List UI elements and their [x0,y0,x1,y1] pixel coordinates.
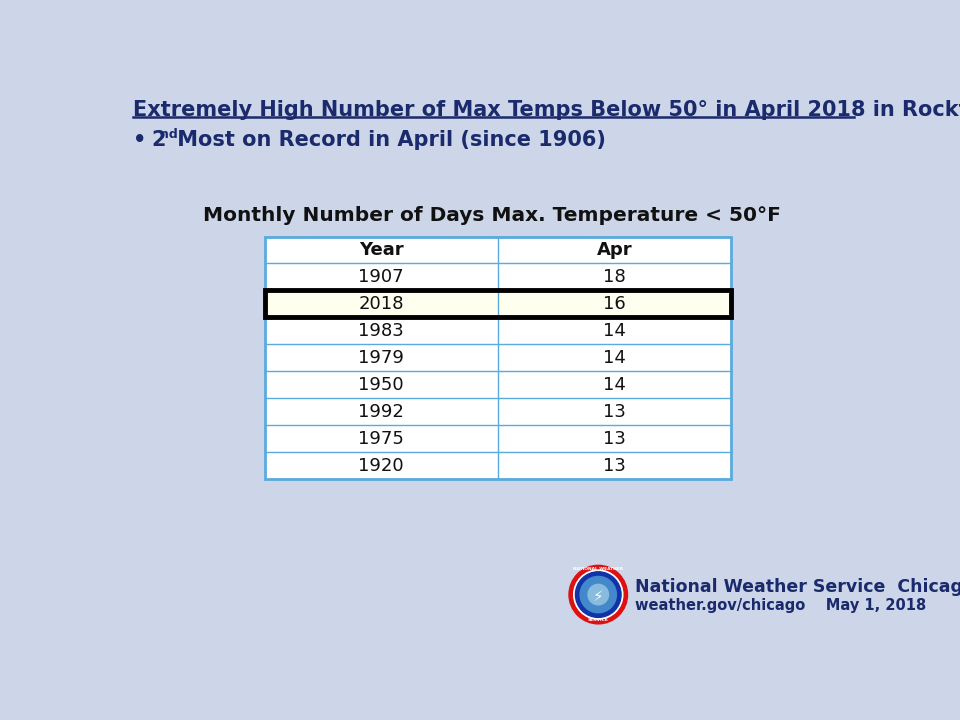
Text: Most on Record in April (since 1906): Most on Record in April (since 1906) [170,130,606,150]
Bar [265,290,731,318]
Text: Year: Year [359,241,403,259]
Text: 1979: 1979 [358,348,404,366]
Circle shape [574,570,623,619]
Text: 16: 16 [603,295,626,313]
Text: Extremely High Number of Max Temps Below 50° in April 2018 in Rockford: Extremely High Number of Max Temps Below… [133,100,960,120]
Bar [265,237,731,479]
Text: 14: 14 [603,322,626,340]
Text: 14: 14 [603,348,626,366]
Text: 1950: 1950 [358,376,404,394]
Text: 13: 13 [603,456,626,474]
Text: 13: 13 [603,430,626,448]
Text: SERVICE: SERVICE [588,618,609,622]
Text: National Weather Service  Chicago: National Weather Service Chicago [636,578,960,596]
Bar [265,237,731,479]
Text: Apr: Apr [596,241,632,259]
Text: 1907: 1907 [358,268,404,286]
Circle shape [588,585,609,605]
Circle shape [580,577,616,613]
Text: 1983: 1983 [358,322,404,340]
Text: 2018: 2018 [359,295,404,313]
Text: •: • [133,130,147,150]
Bar [265,290,731,318]
Text: NATIONAL WEATHER: NATIONAL WEATHER [573,567,623,571]
Circle shape [569,565,628,624]
Text: 2: 2 [152,130,166,150]
Text: 1975: 1975 [358,430,404,448]
Text: 1992: 1992 [358,402,404,420]
Text: Monthly Number of Days Max. Temperature < 50°F: Monthly Number of Days Max. Temperature … [204,206,780,225]
Text: 13: 13 [603,402,626,420]
Text: ⚡: ⚡ [593,589,604,603]
Text: 1920: 1920 [358,456,404,474]
Text: weather.gov/chicago    May 1, 2018: weather.gov/chicago May 1, 2018 [636,598,926,613]
Text: nd: nd [160,128,178,141]
Text: 18: 18 [603,268,626,286]
Circle shape [575,572,621,618]
Text: 14: 14 [603,376,626,394]
